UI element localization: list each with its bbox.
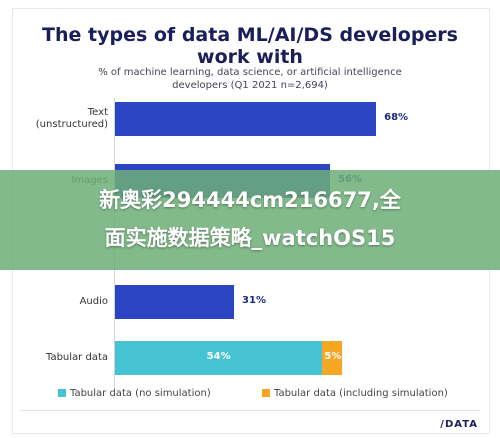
bar-text-unstructured xyxy=(115,102,377,136)
legend-item-including-simulation: Tabular data (including simulation) xyxy=(262,388,448,399)
legend-item-no-simulation: Tabular data (no simulation) xyxy=(58,388,211,399)
legend-label-no-simulation: Tabular data (no simulation) xyxy=(70,388,211,399)
watermark-overlay-banner: 新奥彩294444cm216677,全 面实施数据策略_watchOS15 xyxy=(0,170,500,270)
category-label-text-unstructured: Text (unstructured) xyxy=(8,107,108,131)
legend-swatch-including-simulation xyxy=(262,389,270,397)
chart-subtitle-line-1: % of machine learning, data science, or … xyxy=(98,67,402,78)
chart-title-line-1: The types of data ML/AI/DS developers xyxy=(42,24,458,46)
bar-audio xyxy=(115,285,235,319)
bar-tabular-data xyxy=(115,341,323,375)
value-label-text-unstructured: 68% xyxy=(384,112,409,123)
bar-tabular-data-simulation xyxy=(322,341,342,375)
chart-subtitle-line-2: developers (Q1 2021 n=2,694) xyxy=(172,80,328,91)
category-label-line: Audio xyxy=(79,296,108,307)
value-label-tabular-data: 54% xyxy=(206,351,231,362)
value-label-tabular-data-simulation: 5% xyxy=(324,351,342,362)
chart-title-line-2: work with xyxy=(197,46,303,68)
overlay-text-line-2: 面实施数据策略_watchOS15 xyxy=(104,226,396,250)
brand-logo: /DATA xyxy=(440,419,478,430)
overlay-text-line-1: 新奥彩294444cm216677,全 xyxy=(99,188,401,212)
legend-label-including-simulation: Tabular data (including simulation) xyxy=(274,388,448,399)
legend-swatch-no-simulation xyxy=(58,389,66,397)
category-label-line: Tabular data xyxy=(46,352,108,363)
category-label-line: Text xyxy=(87,107,108,118)
category-label-audio: Audio xyxy=(8,296,108,308)
value-label-audio: 31% xyxy=(242,295,266,306)
category-label-tabular-data: Tabular data xyxy=(8,352,108,364)
category-label-line: (unstructured) xyxy=(35,119,108,130)
footer-divider xyxy=(20,410,480,411)
